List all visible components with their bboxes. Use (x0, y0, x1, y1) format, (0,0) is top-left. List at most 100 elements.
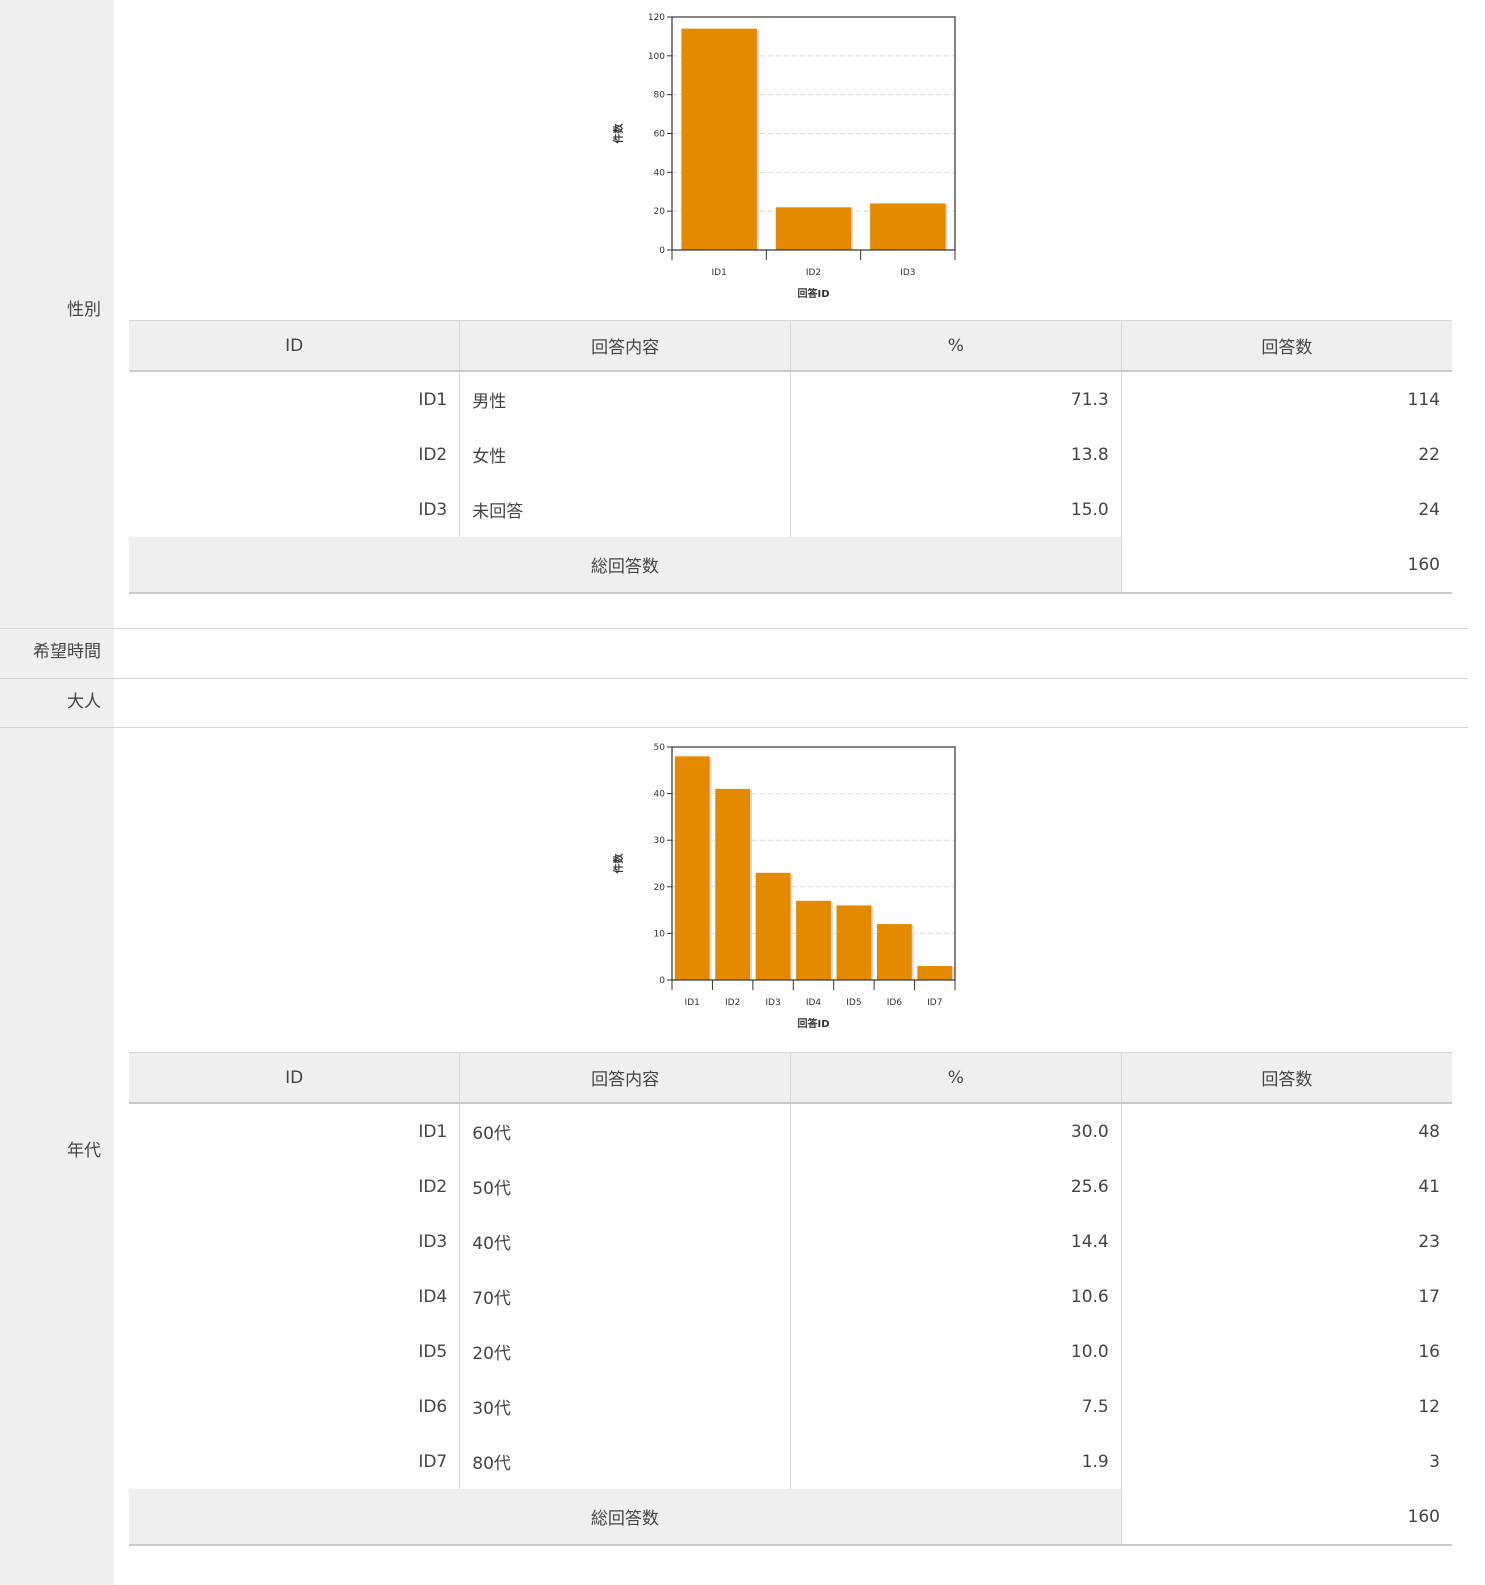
y-tick-label: 100 (648, 52, 665, 62)
table-header-row: ID 回答内容 % 回答数 (129, 320, 1452, 372)
cell-count: 3 (1429, 1451, 1440, 1472)
cell-pct: 71.3 (790, 371, 1122, 427)
table-total-row: 総回答数 160 (129, 1489, 1452, 1546)
y-axis-label: 件数 (612, 123, 625, 144)
bar (755, 872, 791, 980)
header-content: 回答内容 (459, 1052, 791, 1104)
cell-content: 70代 (459, 1269, 791, 1324)
cell-id: ID3 (129, 1214, 461, 1269)
cell-count: 17 (1418, 1286, 1440, 1307)
cell-id: ID2 (129, 427, 461, 482)
cell-id: ID4 (129, 1269, 461, 1324)
age-bar-chart: 0 10 20 30 40 50 ID1 ID2 ID3 ID4 ID5 ID6 ID7 回答ID 件数 (610, 740, 970, 1040)
total-count: 160 (1121, 537, 1452, 594)
x-tick-label: ID6 (887, 998, 903, 1008)
x-axis-label: 回答ID (797, 1017, 829, 1030)
table-row: ID7 80代 1.9 3 (129, 1434, 1452, 1489)
gender-table: ID 回答内容 % 回答数 ID1 男性 71.3 114 ID2 女性 13.… (129, 320, 1452, 594)
cell-pct: 13.8 (790, 427, 1122, 482)
row-label-adult: 大人 (67, 692, 101, 712)
table-row: ID3 40代 14.4 23 (129, 1214, 1452, 1269)
cell-count: 23 (1418, 1231, 1440, 1252)
y-tick-label: 120 (648, 13, 665, 23)
divider (0, 727, 1468, 728)
y-tick-label: 60 (654, 130, 666, 140)
table-row: ID3 未回答 15.0 24 (129, 482, 1452, 537)
bar (715, 788, 751, 980)
cell-pct: 7.5 (790, 1379, 1122, 1434)
cell-content: 80代 (459, 1434, 791, 1489)
x-tick-label: ID4 (806, 998, 822, 1008)
cell-pct: 14.4 (790, 1214, 1122, 1269)
label-column (0, 0, 114, 1585)
y-tick-label: 50 (654, 743, 666, 753)
cell-id: ID5 (129, 1324, 461, 1379)
cell-pct: 30.0 (790, 1103, 1122, 1159)
table-total-row: 総回答数 160 (129, 537, 1452, 594)
gender-chart-svg: 0 20 40 60 80 100 120 ID1 ID2 ID3 回答ID 件数 (612, 13, 956, 300)
header-id: ID (129, 320, 461, 372)
bar (674, 756, 710, 980)
cell-content: 未回答 (459, 482, 791, 537)
cell-id: ID7 (129, 1434, 461, 1489)
cell-count: 12 (1418, 1396, 1440, 1417)
total-count: 160 (1121, 1489, 1452, 1546)
x-tick-label: ID2 (725, 998, 740, 1008)
bar (917, 966, 953, 980)
x-tick-label: ID1 (712, 268, 727, 278)
cell-id: ID1 (129, 1103, 461, 1159)
bar (775, 207, 852, 250)
header-content: 回答内容 (459, 320, 791, 372)
divider (0, 678, 1468, 679)
cell-id: ID3 (129, 482, 461, 537)
y-tick-label: 30 (654, 836, 666, 846)
cell-id: ID6 (129, 1379, 461, 1434)
header-pct: % (790, 320, 1122, 372)
age-chart-svg: 0 10 20 30 40 50 ID1 ID2 ID3 ID4 ID5 ID6 ID7 回答ID 件数 (612, 743, 956, 1030)
cell-content: 男性 (459, 371, 791, 427)
total-label: 総回答数 (129, 537, 1122, 594)
row-label-gender: 性別 (67, 300, 101, 320)
table-row: ID2 50代 25.6 41 (129, 1159, 1452, 1214)
cell-id: ID1 (129, 371, 461, 427)
y-tick-label: 20 (654, 207, 666, 217)
header-count: 回答数 (1121, 1052, 1452, 1104)
table-header-row: ID 回答内容 % 回答数 (129, 1052, 1452, 1104)
cell-id: ID2 (129, 1159, 461, 1214)
cell-content: 60代 (459, 1103, 791, 1159)
y-tick-label: 10 (654, 929, 666, 939)
bar (681, 28, 757, 251)
cell-count: 114 (1407, 389, 1440, 410)
bar (870, 203, 946, 250)
cell-pct: 10.0 (790, 1324, 1122, 1379)
x-tick-label: ID2 (806, 268, 821, 278)
row-label-time: 希望時間 (33, 642, 101, 662)
y-tick-label: 0 (659, 246, 665, 256)
cell-content: 20代 (459, 1324, 791, 1379)
cell-count: 24 (1418, 499, 1440, 520)
cell-content: 40代 (459, 1214, 791, 1269)
table-row: ID1 60代 30.0 48 (129, 1103, 1452, 1159)
table-row: ID1 男性 71.3 114 (129, 371, 1452, 427)
cell-pct: 15.0 (790, 482, 1122, 537)
header-id: ID (129, 1052, 461, 1104)
bar (836, 905, 872, 980)
plot-frame (671, 16, 956, 251)
divider (0, 628, 1468, 629)
y-tick-label: 80 (654, 91, 666, 101)
y-tick-label: 40 (654, 168, 666, 178)
gender-bar-chart: 0 20 40 60 80 100 120 ID1 ID2 ID3 回答ID 件数 (610, 10, 970, 310)
table-row: ID2 女性 13.8 22 (129, 427, 1452, 482)
table-row: ID5 20代 10.0 16 (129, 1324, 1452, 1379)
x-tick-label: ID5 (846, 998, 861, 1008)
cell-count: 48 (1418, 1121, 1440, 1142)
total-label: 総回答数 (129, 1489, 1122, 1546)
bar (876, 924, 912, 980)
table-row: ID4 70代 10.6 17 (129, 1269, 1452, 1324)
x-axis-label: 回答ID (797, 287, 829, 300)
cell-content: 30代 (459, 1379, 791, 1434)
plot-frame (671, 746, 956, 981)
x-tick-label: ID7 (927, 998, 942, 1008)
header-pct: % (790, 1052, 1122, 1104)
table-row: ID6 30代 7.5 12 (129, 1379, 1452, 1434)
